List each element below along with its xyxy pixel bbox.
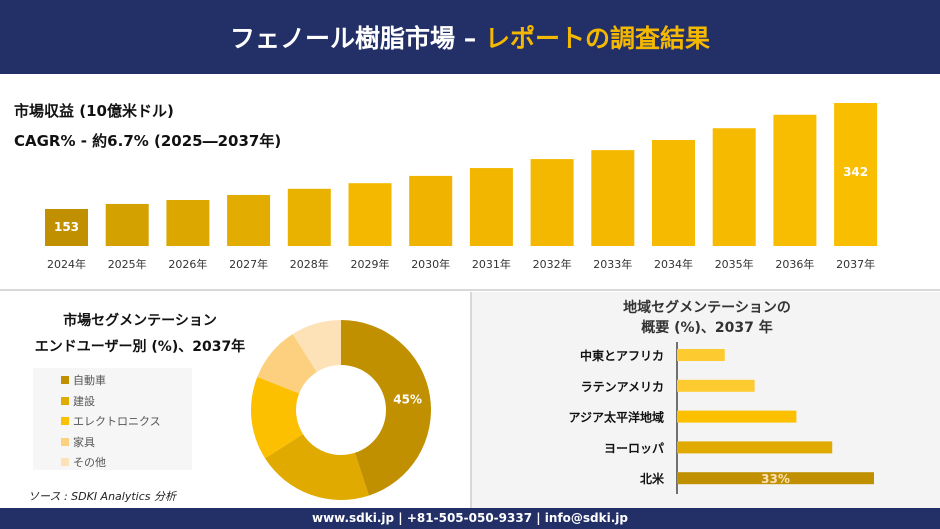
y-tick-label: 北米 <box>640 471 665 486</box>
bar-2034年 <box>652 140 695 246</box>
bar-2029年 <box>348 183 392 246</box>
source-note: ソース : SDKI Analytics 分析 <box>28 490 177 503</box>
legend-label: エレクトロニクス <box>73 415 161 429</box>
region-title-2: 概要 (%)、2037 年 <box>641 320 773 336</box>
x-tick-label: 2036年 <box>775 257 814 271</box>
x-tick-label: 2026年 <box>168 257 207 271</box>
header: フェノール樹脂市場 – レポートの調査結果 <box>0 0 940 74</box>
legend-label: その他 <box>73 456 106 470</box>
donut-slice-家具 <box>257 334 317 394</box>
x-tick-label: 2037年 <box>836 257 875 271</box>
legend-item: その他 <box>61 452 192 473</box>
region-bar-ヨーロッパ <box>677 441 833 454</box>
region-bar-アジア太平洋地域 <box>677 410 797 423</box>
pie-title-2: エンドユーザー別 (%)、2037年 <box>34 339 246 355</box>
donut-slice-その他 <box>292 320 341 373</box>
y-tick-label: ラテンアメリカ <box>581 380 664 394</box>
legend-label: 建設 <box>73 394 95 408</box>
region-bar-中東とアフリカ <box>677 349 725 361</box>
region-data-label: 33% <box>761 472 790 486</box>
title-highlight: レポートの調査結果 <box>484 24 710 53</box>
legend-item: 建設 <box>61 391 192 412</box>
legend-swatch <box>61 376 69 385</box>
bar-2032年 <box>530 159 574 246</box>
legend-label: 自動車 <box>73 374 106 388</box>
x-tick-label: 2029年 <box>351 257 390 271</box>
donut-slice-自動車 <box>341 319 432 496</box>
pie-legend: 自動車建設エレクトロニクス 家具その他 <box>33 368 192 470</box>
x-tick-label: 2025年 <box>108 257 147 271</box>
y-tick-label: ヨーロッパ <box>604 441 664 455</box>
bar-2031年 <box>469 168 513 246</box>
legend-item: 自動車 <box>61 370 192 391</box>
donut-data-label: 45% <box>393 392 422 406</box>
legend-label: 家具 <box>73 435 95 449</box>
legend-swatch <box>61 437 69 446</box>
bar-2030年 <box>409 175 453 246</box>
pie-title-1: 市場セグメンテーション <box>63 313 217 329</box>
bar-2027年 <box>227 194 271 246</box>
y-tick-label: アジア太平洋地域 <box>568 410 664 425</box>
bar-2024年 <box>45 208 88 246</box>
title-main: フェノール樹脂市場 – <box>230 24 477 53</box>
bar-2026年 <box>166 200 210 246</box>
x-tick-label: 2030年 <box>411 257 450 271</box>
x-tick-label: 2035年 <box>715 257 754 271</box>
bar-2025年 <box>105 203 149 246</box>
data-label: 342 <box>843 165 868 179</box>
x-tick-label: 2024年 <box>47 257 86 271</box>
region-bar-北米 <box>677 472 874 485</box>
bar-2036年 <box>773 114 817 246</box>
donut-slice-建設 <box>265 434 369 500</box>
x-tick-label: 2032年 <box>533 257 572 271</box>
donut-slice-エレクトロニクス <box>251 376 304 459</box>
legend-swatch <box>61 458 69 467</box>
legend-item: 家具 <box>61 432 192 453</box>
x-tick-label: 2031年 <box>472 257 511 271</box>
legend-swatch <box>61 396 69 405</box>
legend-swatch <box>61 417 69 426</box>
revenue-title: 市場収益 (10億米ドル) <box>14 102 174 120</box>
bar-2037年 <box>834 103 878 246</box>
x-tick-label: 2034年 <box>654 257 693 271</box>
x-tick-label: 2033年 <box>593 257 632 271</box>
x-tick-label: 2027年 <box>229 257 268 271</box>
region-section: 地域セグメンテーションの 概要 (%)、2037 年 <box>470 292 940 508</box>
region-bar-ラテンアメリカ <box>677 379 755 392</box>
bar-2033年 <box>591 150 635 246</box>
bar-2035年 <box>712 128 756 246</box>
y-tick-label: 中東とアフリカ <box>580 348 664 363</box>
data-label: 153 <box>54 220 79 234</box>
cagr-text: CAGR% - 約6.7% (2025―2037年) <box>14 132 282 150</box>
bar-2028年 <box>287 188 331 246</box>
region-title-1: 地域セグメンテーションの <box>623 300 791 316</box>
x-tick-label: 2028年 <box>290 257 329 271</box>
footer-contact: www.sdki.jp | +81-505-050-9337 | info@sd… <box>0 508 940 529</box>
revenue-bar-chart: 2024年 153 2025年 2026年 2027年 2028年 2029年 2030年 20… <box>45 103 878 271</box>
revenue-section: 市場収益 (10億米ドル) CAGR% - 約6.7% (2025―2037年)… <box>0 74 940 291</box>
legend-item: エレクトロニクス <box>61 411 192 432</box>
